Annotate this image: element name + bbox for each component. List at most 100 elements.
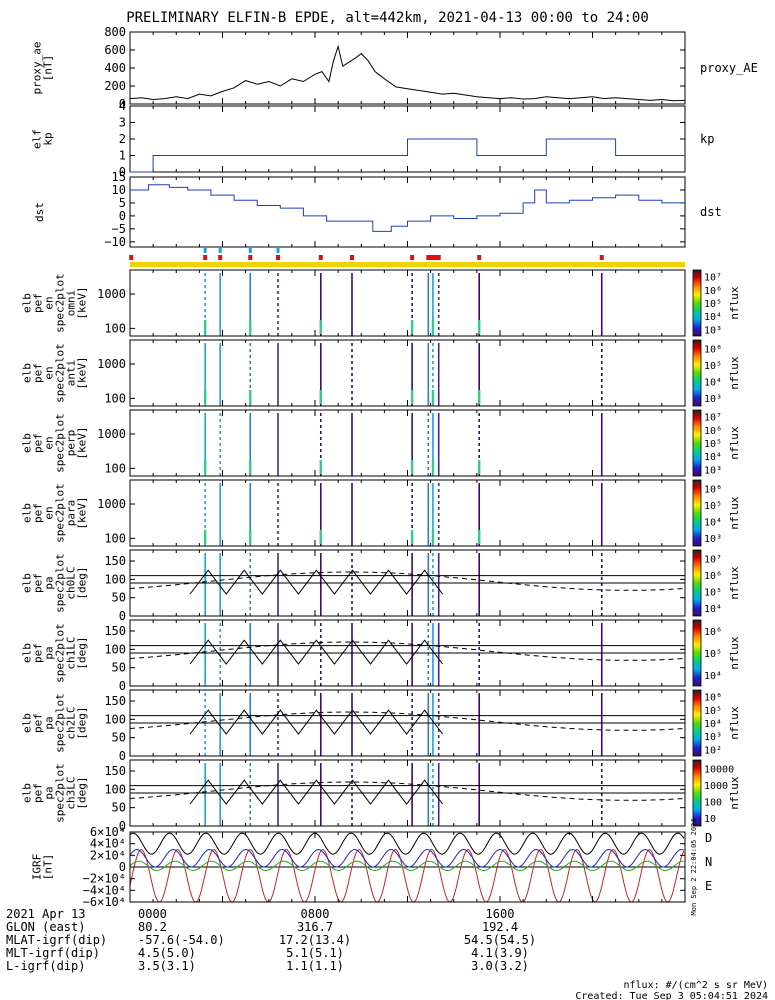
spectrogram-burst — [431, 390, 435, 404]
y-tick-label: 100 — [104, 642, 126, 656]
y-axis-label: spec2plot — [54, 553, 67, 613]
y-axis-label: [deg] — [76, 776, 89, 809]
colorbar-tick-label: 10⁴ — [704, 517, 722, 528]
colorbar-tick-label: 10000 — [704, 764, 734, 775]
colorbar-ch1 — [692, 619, 702, 687]
spectrogram-burst — [431, 530, 435, 544]
y-tick-label: 2×10⁴ — [90, 848, 126, 862]
y-axis-label: [keV] — [76, 426, 89, 459]
y-axis-label: [deg] — [76, 706, 89, 739]
y-tick-label: 150 — [104, 694, 126, 708]
footer-row-value: 54.5(54.5) — [464, 933, 536, 947]
colorbar-tick-label: 1000 — [704, 781, 728, 792]
pitch-angle-trace — [189, 779, 443, 805]
colorbar-tick-label: 10⁶ — [704, 344, 722, 355]
colorbar-tick-label: 10 — [704, 814, 716, 825]
y-tick-label: 50 — [112, 591, 126, 605]
y-axis-label: en — [43, 436, 56, 449]
event-marker-blue — [203, 248, 207, 253]
colorbar-tick-label: 10⁴ — [704, 604, 722, 615]
y-axis-label: elb — [21, 573, 34, 593]
spectrogram-burst — [249, 390, 252, 404]
y-tick-label: 5 — [119, 196, 126, 210]
y-axis-label: spec2plot — [54, 273, 67, 333]
y-tick-label: 4 — [119, 99, 126, 113]
y-axis-label: pa — [43, 646, 56, 659]
y-axis-label: pef — [32, 573, 45, 593]
y-tick-label: 0 — [119, 209, 126, 223]
y-tick-label: 0 — [119, 97, 126, 111]
y-tick-label: 50 — [112, 731, 126, 745]
spectrogram-burst — [410, 530, 414, 544]
footer-row-label: 2021 Apr 13 — [6, 907, 85, 921]
footer-row-value: 0800 — [301, 907, 330, 921]
y-tick-label: 100 — [104, 461, 126, 475]
igrf-legend-N: N — [705, 855, 712, 869]
event-marker — [276, 255, 280, 260]
y-axis-label: pef — [32, 783, 45, 803]
spectrogram-burst — [319, 460, 322, 474]
y-axis-label: elf — [31, 129, 44, 149]
colorbar-para — [692, 479, 702, 547]
footer-row-value: 5.1(5.1) — [286, 946, 344, 960]
y-axis-label: elb — [21, 503, 34, 523]
footer-row-value: 3.0(3.2) — [471, 959, 529, 973]
footer-row-value: 0000 — [138, 907, 167, 921]
event-marker — [433, 255, 438, 260]
spectrogram-burst — [203, 320, 207, 334]
y-tick-label: 0 — [119, 609, 126, 623]
colorbar-tick-label: 100 — [704, 797, 722, 808]
y-axis-label: para — [65, 500, 78, 527]
footer-row-value: 3.5(3.1) — [138, 959, 196, 973]
y-axis-label: [keV] — [76, 286, 89, 319]
colorbar-tick-label: 10² — [704, 745, 722, 756]
colorbar-tick-label: 10³ — [704, 325, 722, 336]
colorbar-anti — [692, 339, 702, 407]
igrf-component-N — [129, 860, 684, 872]
y-axis-label: [deg] — [76, 566, 89, 599]
colorbar-tick-label: 10⁶ — [704, 693, 722, 704]
footer-row-label: MLT-igrf(dip) — [6, 946, 100, 960]
spectrogram-burst — [477, 460, 481, 474]
legend-kp: kp — [700, 132, 714, 146]
y-tick-label: 50 — [112, 661, 126, 675]
y-axis-label: pa — [43, 786, 56, 799]
footer-row-value: 4.1(3.9) — [471, 946, 529, 960]
series-line-kp — [130, 138, 685, 173]
event-marker — [318, 255, 323, 260]
y-tick-label: 0 — [119, 679, 126, 693]
y-axis-label: pef — [32, 643, 45, 663]
footer-row-label: GLON (east) — [6, 920, 85, 934]
spectrogram-burst — [410, 390, 414, 404]
y-axis-label: elb — [21, 363, 34, 383]
y-tick-label: 4×10⁴ — [90, 837, 126, 851]
y-tick-label: 100 — [104, 321, 126, 335]
spectrogram-burst — [319, 530, 322, 544]
y-axis-label: en — [43, 506, 56, 519]
y-axis-label: anti — [65, 360, 78, 387]
spectrogram-burst — [249, 530, 252, 544]
chart-title: PRELIMINARY ELFIN-B EPDE, alt=442km, 202… — [126, 10, 649, 26]
footer-row-value: 80.2 — [138, 920, 167, 934]
spectrogram-burst — [319, 390, 322, 404]
igrf-legend-E: E — [705, 879, 712, 893]
y-axis-label: pef — [32, 503, 45, 523]
y-tick-label: 0 — [119, 819, 126, 833]
colorbar-tick-label: 10³ — [704, 534, 722, 545]
y-tick-label: 0 — [119, 860, 126, 874]
event-marker — [350, 255, 354, 260]
spectrogram-burst — [431, 320, 435, 334]
colorbar-tick-label: 10⁶ — [704, 484, 722, 495]
legend-ae: proxy_AE — [700, 61, 758, 75]
event-marker — [203, 255, 208, 260]
igrf-component-D — [129, 848, 685, 903]
spectrogram-burst — [431, 460, 435, 474]
y-axis-label: omni — [65, 290, 78, 317]
y-tick-label: 150 — [104, 624, 126, 638]
y-axis-label: pef — [32, 363, 45, 383]
colorbar-tick-label: 10⁷ — [704, 273, 722, 284]
colorbar-perp — [692, 409, 702, 477]
pitch-angle-trace — [189, 639, 443, 665]
y-axis-label: spec2plot — [54, 413, 67, 473]
y-axis-label: spec2plot — [54, 623, 67, 683]
